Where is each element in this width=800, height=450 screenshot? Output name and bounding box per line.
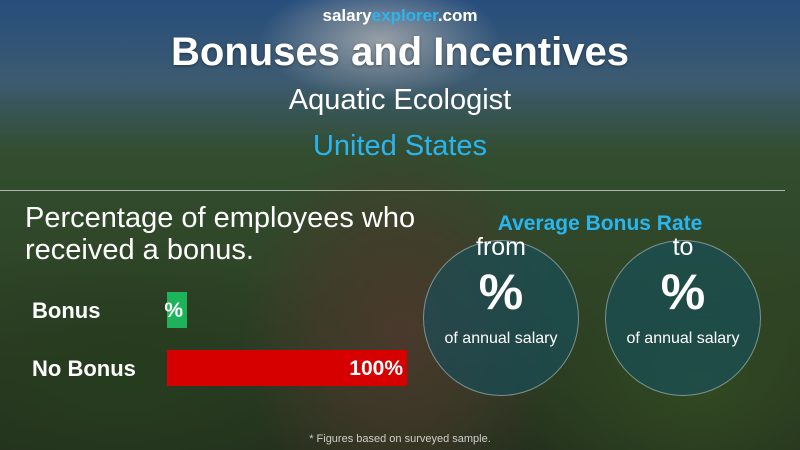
country: United States xyxy=(312,130,488,162)
from-word: from xyxy=(476,233,526,261)
data-label-bonus: % xyxy=(164,299,183,322)
logo[interactable]: salaryexplorer.com xyxy=(0,6,800,26)
to-circle: to % of annual salary xyxy=(605,233,761,396)
from-value: % xyxy=(478,264,524,320)
bar-no-bonus: 100% xyxy=(167,350,407,386)
average-bonus-heading: Average Bonus Rate xyxy=(497,212,703,235)
data-label-no-bonus: 100% xyxy=(349,357,403,380)
job-title: Aquatic Ecologist xyxy=(288,84,512,116)
divider xyxy=(0,190,785,191)
category-label-bonus: Bonus xyxy=(32,298,101,323)
to-value: % xyxy=(660,264,706,320)
page-title: Bonuses and Incentives xyxy=(171,30,629,74)
logo-com: .com xyxy=(437,6,478,25)
from-sub: of annual salary xyxy=(444,330,558,347)
logo-salary: salary xyxy=(322,6,372,25)
to-sub: of annual salary xyxy=(626,330,740,347)
category-label-no-bonus: No Bonus xyxy=(32,356,136,381)
logo-explorer: explorer xyxy=(371,6,438,25)
footnote: * Figures based on surveyed sample. xyxy=(309,433,491,445)
bar-bonus: % xyxy=(164,292,187,328)
from-circle: from % of annual salary xyxy=(423,233,579,396)
to-word: to xyxy=(672,233,694,261)
chart-heading: Percentage of employees who received a b… xyxy=(25,202,416,266)
